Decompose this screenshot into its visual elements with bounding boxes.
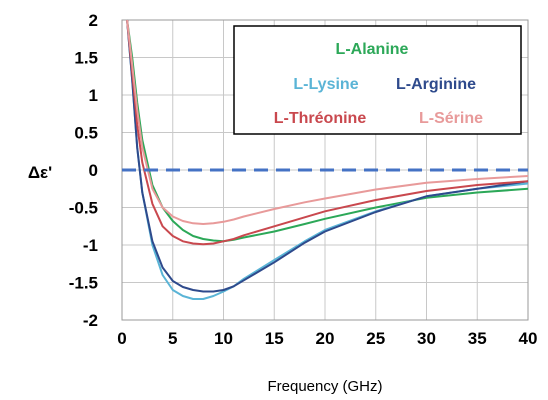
y-tick-label: 1	[89, 86, 98, 105]
x-axis-label: Frequency (GHz)	[267, 378, 382, 395]
series-line-l-s-rine	[126, 19, 529, 225]
legend-entry-l-threonine: L-Thréonine	[274, 110, 367, 127]
series-layer	[126, 19, 529, 300]
legend-entry-l-alanine: L-Alanine	[336, 41, 409, 58]
x-tick-label: 0	[117, 329, 126, 348]
y-tick-label: 1.5	[74, 49, 98, 68]
x-tick-label: 15	[265, 329, 284, 348]
series-line-l-alanine	[126, 19, 529, 243]
legend-entry-l-serine: L-Sérine	[419, 110, 483, 127]
y-tick-label: -0.5	[69, 199, 98, 218]
x-tick-label: 10	[214, 329, 233, 348]
y-tick-label: 0.5	[74, 124, 98, 143]
y-tick-label: -2	[83, 311, 98, 330]
x-tick-label: 40	[519, 329, 538, 348]
y-tick-label: -1.5	[69, 274, 98, 293]
legend: L-Alanine L-Lysine L-Arginine L-Thréonin…	[233, 25, 522, 135]
series-line-l-thr-onine	[126, 19, 529, 246]
legend-entry-l-lysine: L-Lysine	[293, 76, 358, 93]
x-tick-label: 30	[417, 329, 436, 348]
x-tick-label: 5	[168, 329, 177, 348]
tick-labels: 0 5 10 15 20 25 30 35 40 2 1.5 1 0.5 0 -0.5 -1 -1.5 -2	[69, 11, 538, 348]
y-tick-label: 0	[89, 161, 98, 180]
x-tick-label: 25	[366, 329, 385, 348]
series-line-l-arginine	[126, 19, 529, 293]
legend-entry-l-arginine: L-Arginine	[396, 76, 476, 93]
y-tick-label: 2	[89, 11, 98, 30]
x-tick-label: 35	[468, 329, 487, 348]
x-tick-label: 20	[316, 329, 335, 348]
legend-box	[233, 25, 522, 135]
y-tick-label: -1	[83, 236, 98, 255]
y-axis-label: Δε'	[28, 163, 52, 182]
